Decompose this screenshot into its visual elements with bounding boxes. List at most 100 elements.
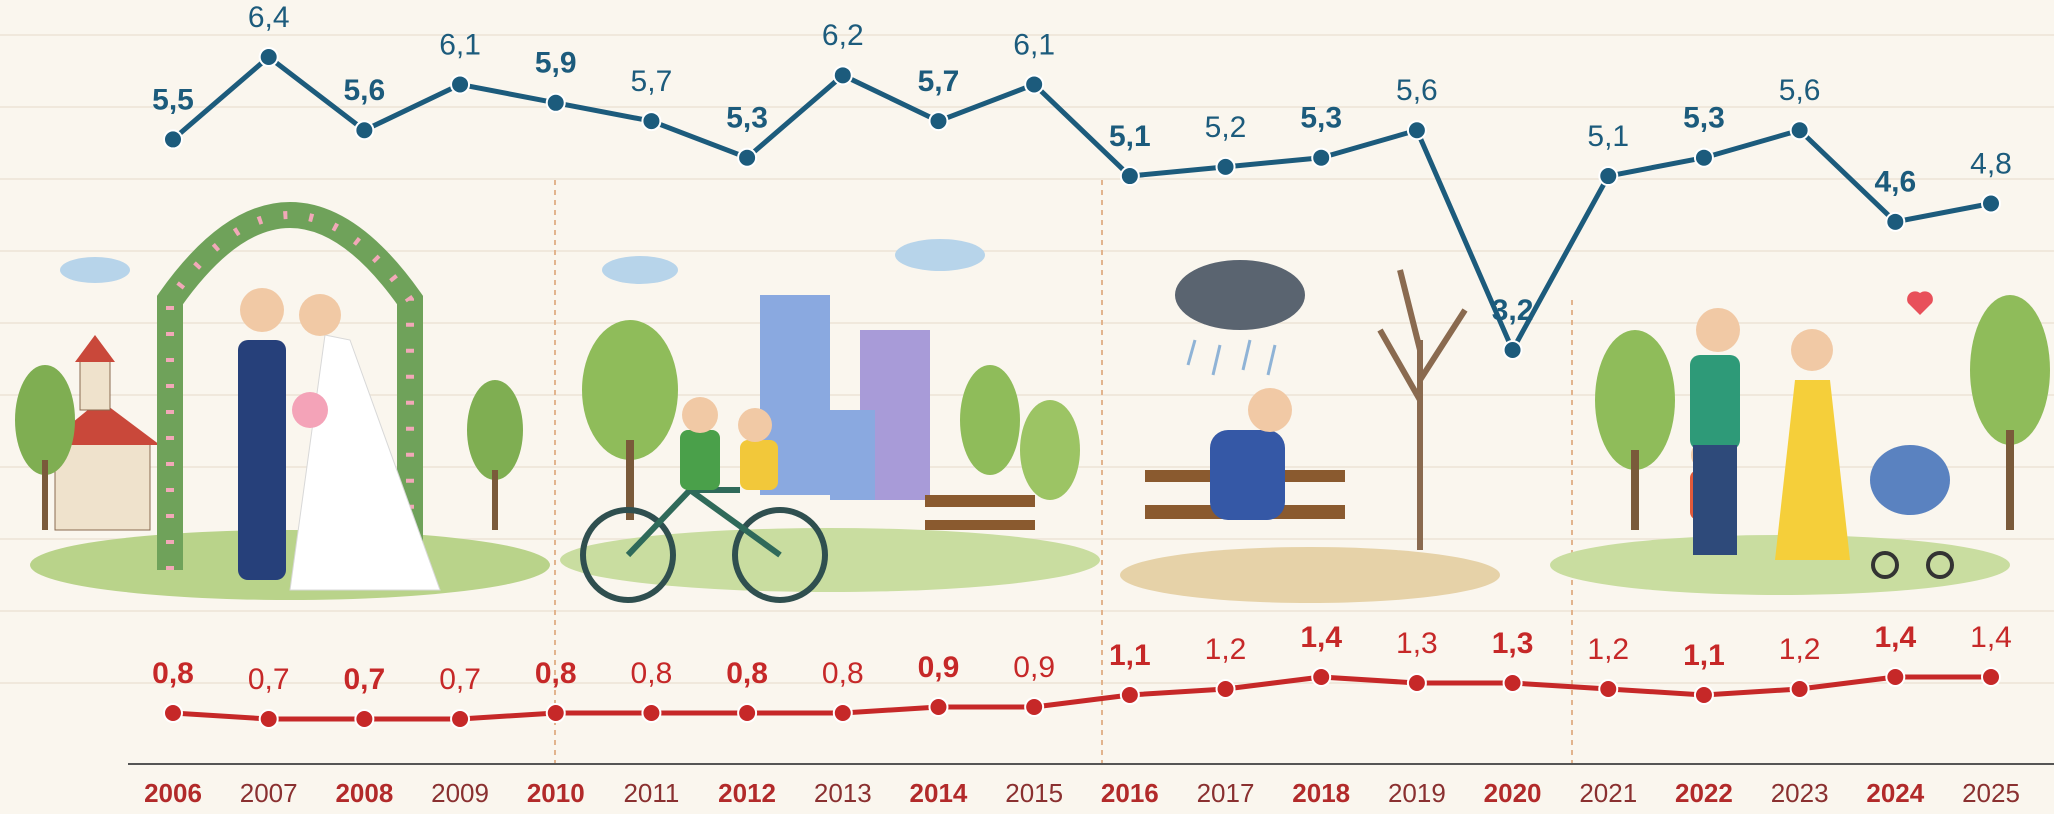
value-label: 1,2 (1587, 633, 1629, 666)
value-label: 0,8 (535, 657, 577, 690)
value-label: 6,2 (822, 19, 864, 52)
value-label: 0,8 (726, 657, 768, 690)
data-point (834, 704, 852, 722)
value-label: 1,1 (1109, 639, 1151, 672)
value-label: 1,3 (1396, 627, 1438, 660)
value-label: 5,5 (152, 83, 194, 116)
value-label: 1,4 (1874, 621, 1916, 654)
value-label: 0,7 (344, 663, 386, 696)
data-point (1504, 674, 1522, 692)
value-label: 5,9 (535, 47, 577, 80)
data-point (1599, 167, 1617, 185)
value-label: 1,2 (1779, 633, 1821, 666)
data-point (1886, 668, 1904, 686)
value-label: 6,1 (439, 28, 481, 61)
value-label: 0,9 (918, 651, 960, 684)
value-label: 1,1 (1683, 639, 1725, 672)
data-point (164, 704, 182, 722)
data-point (929, 698, 947, 716)
value-label: 5,1 (1109, 120, 1151, 153)
data-point (1791, 680, 1809, 698)
data-point (1217, 158, 1235, 176)
value-label: 1,4 (1970, 621, 2012, 654)
value-label: 0,7 (439, 663, 481, 696)
chart: 2006200720082009201020112012201320142015… (0, 0, 2054, 814)
x-tick-label: 2015 (1005, 778, 1063, 808)
value-label: 5,2 (1205, 111, 1247, 144)
data-point (1504, 341, 1522, 359)
data-point (260, 48, 278, 66)
data-point (260, 710, 278, 728)
x-tick-label: 2014 (910, 778, 968, 808)
x-tick-label: 2023 (1771, 778, 1829, 808)
data-point (1217, 680, 1235, 698)
value-label: 4,8 (1970, 147, 2012, 180)
data-point (1408, 121, 1426, 139)
x-tick-label: 2025 (1962, 778, 2020, 808)
data-point (1312, 149, 1330, 167)
x-tick-label: 2007 (240, 778, 298, 808)
x-tick-label: 2024 (1866, 778, 1924, 808)
value-label: 5,3 (726, 102, 768, 135)
x-tick-label: 2009 (431, 778, 489, 808)
data-point (1791, 121, 1809, 139)
value-label: 1,2 (1205, 633, 1247, 666)
x-tick-label: 2011 (623, 778, 679, 808)
x-tick-label: 2008 (335, 778, 393, 808)
data-point (451, 710, 469, 728)
data-point (355, 710, 373, 728)
data-point (642, 112, 660, 130)
data-point (1025, 75, 1043, 93)
value-label: 5,6 (344, 74, 386, 107)
value-label: 5,7 (918, 65, 960, 98)
value-label: 4,6 (1874, 166, 1916, 199)
value-label: 3,2 (1492, 294, 1534, 327)
value-label: 5,6 (1779, 74, 1821, 107)
data-point (642, 704, 660, 722)
data-point (1599, 680, 1617, 698)
value-label: 5,3 (1683, 102, 1725, 135)
data-point (451, 75, 469, 93)
value-label: 5,1 (1587, 120, 1629, 153)
x-tick-label: 2012 (718, 778, 776, 808)
x-tick-label: 2019 (1388, 778, 1446, 808)
illustrations (15, 215, 2050, 603)
value-label: 5,6 (1396, 74, 1438, 107)
data-point (355, 121, 373, 139)
data-point (834, 66, 852, 84)
value-label: 6,1 (1013, 28, 1055, 61)
x-tick-label: 2020 (1484, 778, 1542, 808)
data-point (1982, 668, 2000, 686)
value-label: 0,8 (822, 657, 864, 690)
value-label: 1,3 (1492, 627, 1534, 660)
data-point (1121, 167, 1139, 185)
x-tick-label: 2010 (527, 778, 585, 808)
x-tick-label: 2018 (1292, 778, 1350, 808)
data-point (929, 112, 947, 130)
value-label: 5,3 (1300, 102, 1342, 135)
data-point (1121, 686, 1139, 704)
data-point (738, 704, 756, 722)
data-point (1695, 686, 1713, 704)
value-label: 0,7 (248, 663, 290, 696)
x-tick-label: 2022 (1675, 778, 1733, 808)
x-tick-label: 2017 (1197, 778, 1255, 808)
data-point (1312, 668, 1330, 686)
value-label: 0,9 (1013, 651, 1055, 684)
data-point (547, 704, 565, 722)
x-tick-label: 2013 (814, 778, 872, 808)
data-point (1886, 213, 1904, 231)
value-label: 5,7 (631, 65, 673, 98)
data-point (1695, 149, 1713, 167)
x-tick-label: 2021 (1579, 778, 1637, 808)
value-label: 0,8 (152, 657, 194, 690)
value-label: 0,8 (631, 657, 673, 690)
data-point (1408, 674, 1426, 692)
data-point (1025, 698, 1043, 716)
data-point (547, 94, 565, 112)
value-label: 1,4 (1300, 621, 1342, 654)
x-tick-label: 2016 (1101, 778, 1159, 808)
data-point (1982, 195, 2000, 213)
value-label: 6,4 (248, 1, 290, 34)
data-point (738, 149, 756, 167)
